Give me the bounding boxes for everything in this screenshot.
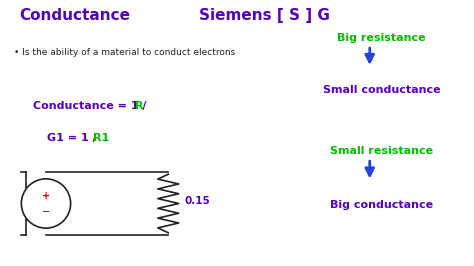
Text: R: R [135,101,144,111]
Text: R1: R1 [93,133,109,143]
Text: G1 = 1 /: G1 = 1 / [47,133,101,143]
Text: • Is the ability of a material to conduct electrons: • Is the ability of a material to conduc… [14,48,236,57]
Text: Siemens [ S ] G: Siemens [ S ] G [199,8,330,23]
Text: 0.15: 0.15 [185,196,210,206]
Text: Small conductance: Small conductance [323,85,440,95]
Text: Big conductance: Big conductance [330,200,433,210]
Text: −: − [42,207,50,217]
Text: Conductance: Conductance [19,8,130,23]
Text: Conductance = 1 /: Conductance = 1 / [33,101,151,111]
Ellipse shape [21,179,71,228]
Text: Big resistance: Big resistance [337,33,426,43]
Text: +: + [42,191,50,201]
Text: Small resistance: Small resistance [330,146,433,156]
